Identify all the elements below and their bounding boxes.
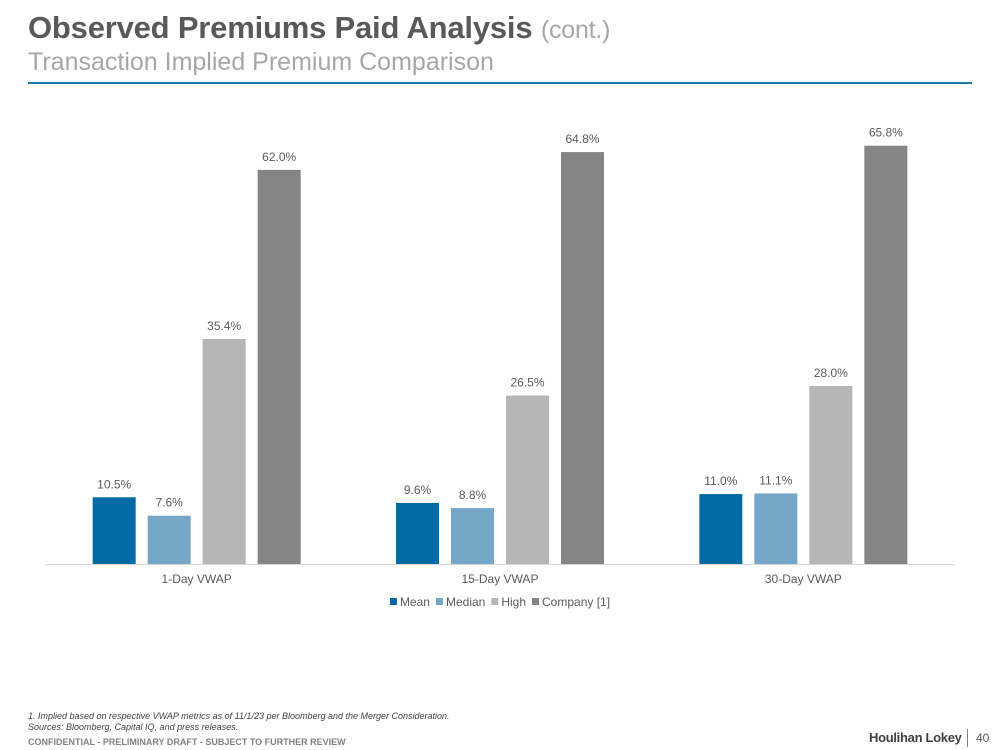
legend-label: Median xyxy=(446,595,485,609)
data-label: 35.4% xyxy=(207,319,241,333)
data-label: 26.5% xyxy=(510,376,544,390)
bar-company-1-2 xyxy=(561,152,604,565)
bar-mean-2 xyxy=(396,502,439,564)
bar-chart: 10.5% 7.6% 35.4% 62.0% 1-Day VWAP 9.6% 8.8% 26.… xyxy=(45,126,955,609)
data-label: 64.8% xyxy=(565,132,599,146)
bar-high-1 xyxy=(202,338,246,564)
legend-swatch xyxy=(491,598,499,605)
bar-high-3 xyxy=(809,386,853,564)
legend-label: Mean xyxy=(400,595,430,609)
header: Observed Premiums Paid Analysis (cont.) … xyxy=(28,10,610,77)
page-title: Observed Premiums Paid Analysis (cont.) xyxy=(28,10,611,45)
title-suffix: (cont.) xyxy=(540,16,611,44)
data-label: 11.0% xyxy=(704,474,737,488)
x-tick-label: 15-Day VWAP xyxy=(462,572,539,586)
page-subtitle: Transaction Implied Premium Comparison xyxy=(28,48,494,76)
footnote-sources: Sources: Bloomberg, Capital IQ, and pres… xyxy=(28,722,239,732)
data-label: 28.0% xyxy=(814,366,848,380)
footnotes: 1. Implied based on respective VWAP metr… xyxy=(28,711,450,733)
data-label: 10.5% xyxy=(97,477,131,491)
x-tick-label: 1-Day VWAP xyxy=(162,572,232,586)
legend-swatch xyxy=(532,598,540,605)
bar-median-2 xyxy=(451,508,494,564)
data-label: 7.6% xyxy=(155,496,183,510)
bar-mean-3 xyxy=(699,494,743,564)
brand-logo: Houlihan Lokey xyxy=(869,730,962,745)
data-label: 62.0% xyxy=(262,150,296,164)
page-number: 40 xyxy=(976,731,990,745)
bar-company-1-1 xyxy=(257,169,301,564)
legend-label: Company [1] xyxy=(542,595,610,609)
data-label: 9.6% xyxy=(404,483,432,497)
data-label: 8.8% xyxy=(459,488,487,502)
bar-median-3 xyxy=(754,493,798,564)
bar-company-1-3 xyxy=(864,145,908,564)
brand-separator xyxy=(967,729,968,747)
data-label: 11.1% xyxy=(759,473,792,487)
data-label: 65.8% xyxy=(869,126,903,140)
legend-swatch xyxy=(389,598,397,605)
header-divider xyxy=(28,82,972,84)
bar-high-2 xyxy=(506,395,549,564)
confidential-notice: CONFIDENTIAL - PRELIMINARY DRAFT - SUBJE… xyxy=(28,737,346,747)
footnote-1: 1. Implied based on respective VWAP metr… xyxy=(28,711,450,721)
x-tick-label: 30-Day VWAP xyxy=(765,572,842,586)
bar-mean-1 xyxy=(92,497,136,564)
bar-median-1 xyxy=(147,515,191,564)
legend-swatch xyxy=(435,598,443,605)
legend-label: High xyxy=(501,595,526,609)
